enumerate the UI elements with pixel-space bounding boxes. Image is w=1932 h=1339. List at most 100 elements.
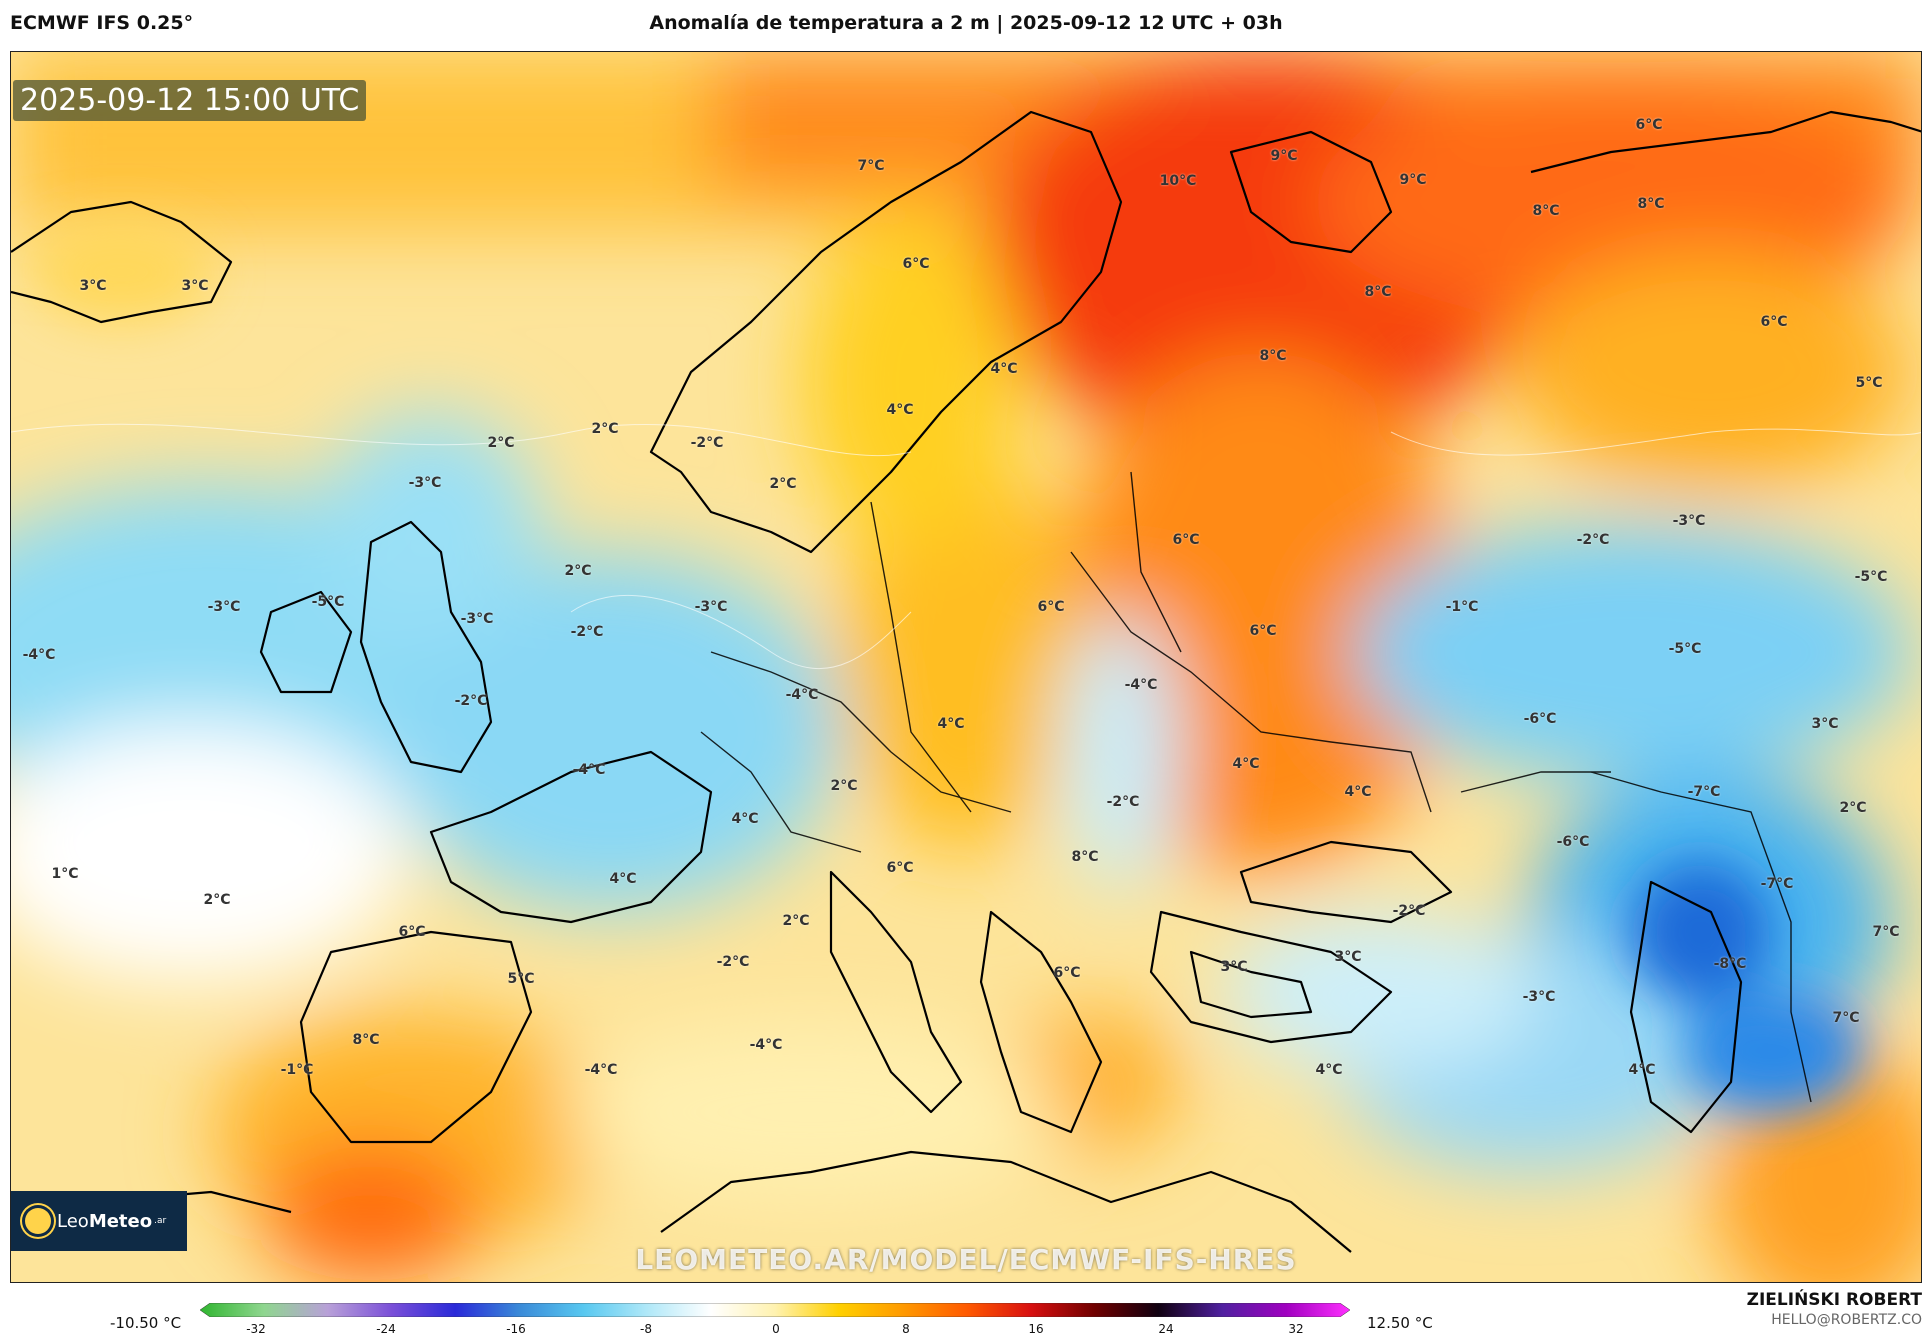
source-watermark: LEOMETEO.AR/MODEL/ECMWF-IFS-HRES [635,1243,1297,1276]
temp-label: 10°C [1159,173,1197,189]
logo-suffix: .ar [154,1216,167,1226]
temp-label: 5°C [507,971,535,987]
temp-label: 6°C [1037,599,1065,615]
map-background [11,52,1921,1282]
temp-label: -4°C [584,1062,618,1078]
temp-label: -3°C [1522,989,1556,1005]
temp-label: 4°C [1232,756,1260,772]
temp-label: 4°C [731,811,759,827]
temp-label: 4°C [1344,784,1372,800]
temp-label: 8°C [1637,196,1665,212]
temp-label: -1°C [280,1062,314,1078]
temp-label: 6°C [886,860,914,876]
anomaly-map[interactable]: 2025-09-12 15:00 UTC 3°C 3°C 7°C 6°C 10°… [10,51,1922,1283]
temp-label: -5°C [311,594,345,610]
temp-label: 6°C [1635,117,1663,133]
model-name: ECMWF IFS 0.25° [10,12,194,34]
logo-brand-b: Meteo [88,1210,153,1232]
temp-label: 2°C [782,913,810,929]
temp-label: 4°C [609,871,637,887]
temp-label: -2°C [716,954,750,970]
colorbar-tick: -8 [640,1322,652,1336]
temp-label: 6°C [398,924,426,940]
temp-label: 4°C [886,402,914,418]
temp-label: 2°C [487,435,515,451]
leometeo-logo[interactable]: Leo Meteo .ar [11,1191,187,1251]
temp-label: -2°C [1106,794,1140,810]
temp-label: 8°C [1071,849,1099,865]
logo-brand-a: Leo [57,1210,89,1232]
temp-label: -3°C [207,599,241,615]
temp-label: 7°C [1872,924,1900,940]
colorbar-tick: -24 [376,1322,396,1336]
colorbar-tick: -32 [246,1322,266,1336]
temp-label: -3°C [1672,513,1706,529]
colorbar-tick: 16 [1028,1322,1044,1336]
temp-label: 9°C [1270,148,1298,164]
temp-label: 6°C [1760,314,1788,330]
temp-label: -4°C [572,762,606,778]
temp-label: -7°C [1687,784,1721,800]
temp-label: 7°C [1832,1010,1860,1026]
colorbar-max-label: 12.50 °C [1367,1314,1433,1332]
author-block: ZIELIŃSKI ROBERT HELLO@ROBERTZ.CO [1747,1290,1922,1328]
temp-label: -4°C [22,647,56,663]
temp-label: 8°C [352,1032,380,1048]
temp-label: 3°C [1334,949,1362,965]
colorbar-tick: 24 [1158,1322,1174,1336]
temp-label: 4°C [1628,1062,1656,1078]
temp-label: -4°C [1124,677,1158,693]
temp-label: 4°C [990,361,1018,377]
temp-label: 8°C [1532,203,1560,219]
temp-label: -2°C [690,435,724,451]
temp-label: 5°C [1855,375,1883,391]
temp-label: 2°C [591,421,619,437]
temp-label: -2°C [454,693,488,709]
temp-label: 2°C [1839,800,1867,816]
temp-label: 3°C [79,278,107,294]
temp-label: 2°C [203,892,231,908]
valid-time-badge: 2025-09-12 15:00 UTC [13,80,367,121]
colorbar-tick: 0 [772,1322,780,1336]
temp-label: -6°C [1523,711,1557,727]
temp-label: -3°C [460,611,494,627]
temp-label: 2°C [769,476,797,492]
colorbar [200,1303,1350,1317]
temp-label: 6°C [902,256,930,272]
map-title: Anomalía de temperatura a 2 m | 2025-09-… [649,12,1283,34]
colorbar-tick: 32 [1288,1322,1304,1336]
temp-label: 7°C [857,158,885,174]
temp-label: 4°C [1315,1062,1343,1078]
temp-label: 1°C [51,866,79,882]
temp-label: -8°C [1713,956,1747,972]
temp-label: 3°C [1811,716,1839,732]
temp-label: -5°C [1854,569,1888,585]
temp-label: -2°C [1392,903,1426,919]
temp-label: -5°C [1668,641,1702,657]
colorbar-tick: -16 [506,1322,526,1336]
temp-label: 6°C [1172,532,1200,548]
author-name: ZIELIŃSKI ROBERT [1746,1290,1922,1310]
temp-label: 4°C [937,716,965,732]
temp-label: -2°C [570,624,604,640]
temp-label: 8°C [1259,348,1287,364]
temp-label: 8°C [1364,284,1392,300]
temp-label: -7°C [1760,876,1794,892]
temp-label: 9°C [1399,172,1427,188]
temp-label: -2°C [1576,532,1610,548]
temp-label: 2°C [830,778,858,794]
temp-label: 6°C [1053,965,1081,981]
temp-label: 3°C [181,278,209,294]
temp-label: -4°C [785,687,819,703]
author-email[interactable]: HELLO@ROBERTZ.CO [1771,1312,1922,1328]
temp-label: -6°C [1556,834,1590,850]
temp-label: 3°C [1220,959,1248,975]
temp-label: -3°C [408,475,442,491]
sun-icon [25,1208,51,1234]
colorbar-min-label: -10.50 °C [110,1314,182,1332]
temp-label: 2°C [564,563,592,579]
temp-label: -3°C [694,599,728,615]
colorbar-tick: 8 [902,1322,910,1336]
temp-label: -4°C [749,1037,783,1053]
temp-label: -1°C [1445,599,1479,615]
